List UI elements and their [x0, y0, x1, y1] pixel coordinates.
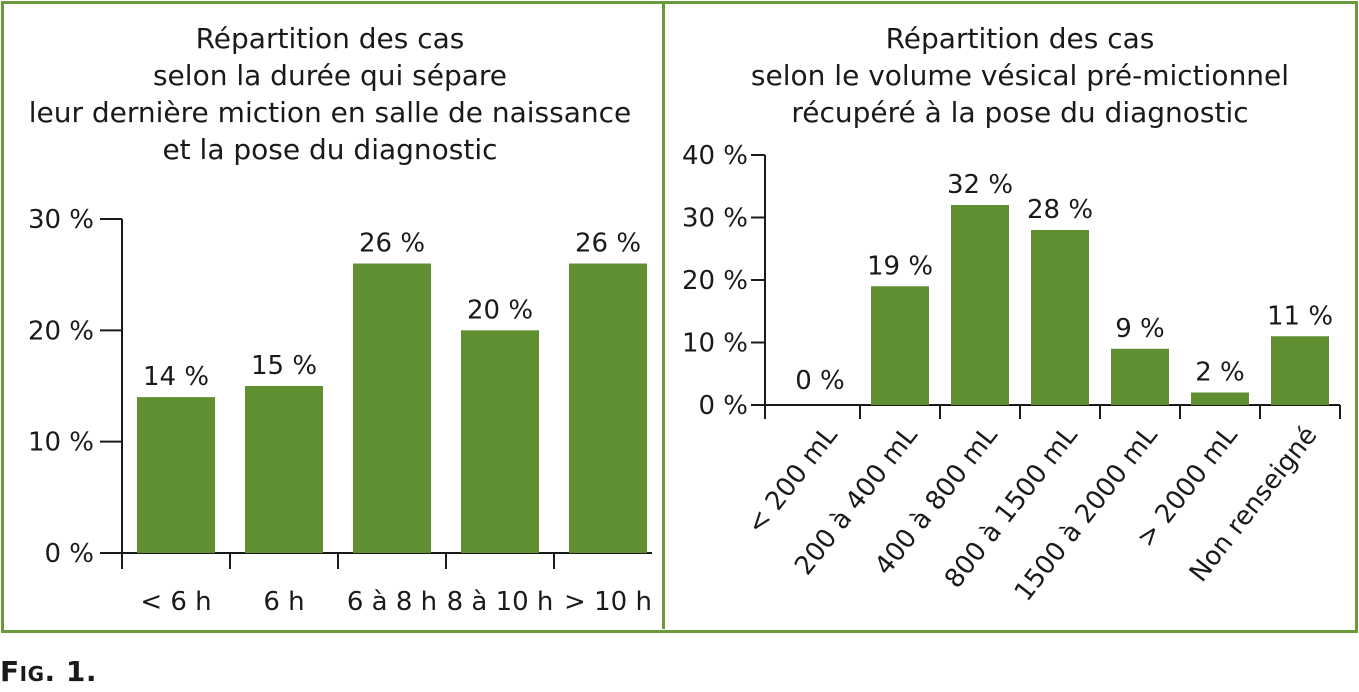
bar-value-label: 15 %: [251, 351, 317, 381]
x-category-label: 6 h: [263, 587, 304, 617]
left-title-line: selon la durée qui sépare: [152, 59, 508, 92]
x-category-label: 6 à 8 h: [347, 587, 437, 617]
bar-value-label: 32 %: [947, 170, 1013, 200]
y-tick-label: 20 %: [28, 316, 94, 346]
bar-value-label: 19 %: [867, 251, 933, 281]
left-title-line: et la pose du diagnostic: [162, 133, 498, 166]
y-tick-label: 20 %: [682, 266, 748, 296]
bar-value-label: 28 %: [1027, 195, 1093, 225]
y-tick-label: 0 %: [698, 391, 748, 421]
right-title-line: récupéré à la pose du diagnostic: [791, 96, 1249, 129]
x-category-label: > 10 h: [564, 587, 652, 617]
left-title-line: Répartition des cas: [195, 22, 465, 55]
bar: [137, 397, 215, 553]
panel-divider: [662, 2, 665, 629]
bar-value-label: 2 %: [1195, 358, 1245, 388]
bar: [245, 386, 323, 553]
bar: [569, 263, 647, 553]
x-category-label: 1500 à 2000 mL: [1009, 420, 1164, 607]
bar-value-label: 26 %: [359, 229, 425, 259]
bar: [871, 286, 929, 405]
y-tick-label: 30 %: [28, 205, 94, 235]
y-tick-label: 0 %: [44, 539, 94, 569]
figure-frame: [1, 1, 1358, 633]
bar: [1031, 230, 1089, 405]
bar-value-label: 9 %: [1115, 314, 1165, 344]
bar-value-label: 26 %: [575, 229, 641, 259]
y-tick-label: 10 %: [682, 329, 748, 359]
bar: [951, 205, 1009, 405]
bar: [353, 263, 431, 553]
bar-value-label: 0 %: [795, 366, 845, 396]
right-title-line: selon le volume vésical pré-mictionnel: [750, 59, 1290, 92]
bar-value-label: 14 %: [143, 362, 209, 392]
bar-value-label: 11 %: [1267, 301, 1333, 331]
x-category-label: < 6 h: [140, 587, 211, 617]
bar: [461, 330, 539, 553]
right-title-line: Répartition des cas: [885, 22, 1155, 55]
bar: [1111, 348, 1169, 405]
y-tick-label: 30 %: [682, 204, 748, 234]
bar-value-label: 20 %: [467, 295, 533, 325]
bar: [1191, 392, 1249, 405]
y-tick-label: 10 %: [28, 428, 94, 458]
figure-caption: Fig. 1.: [0, 655, 97, 688]
left-title-line: leur dernière miction en salle de naissa…: [28, 96, 632, 129]
y-tick-label: 40 %: [682, 141, 748, 171]
bar: [1271, 336, 1329, 405]
right-chart-title: Répartition des cas selon le volume vési…: [690, 20, 1350, 131]
left-chart-title: Répartition des cas selon la durée qui s…: [10, 20, 650, 168]
x-category-label: 8 à 10 h: [447, 587, 554, 617]
